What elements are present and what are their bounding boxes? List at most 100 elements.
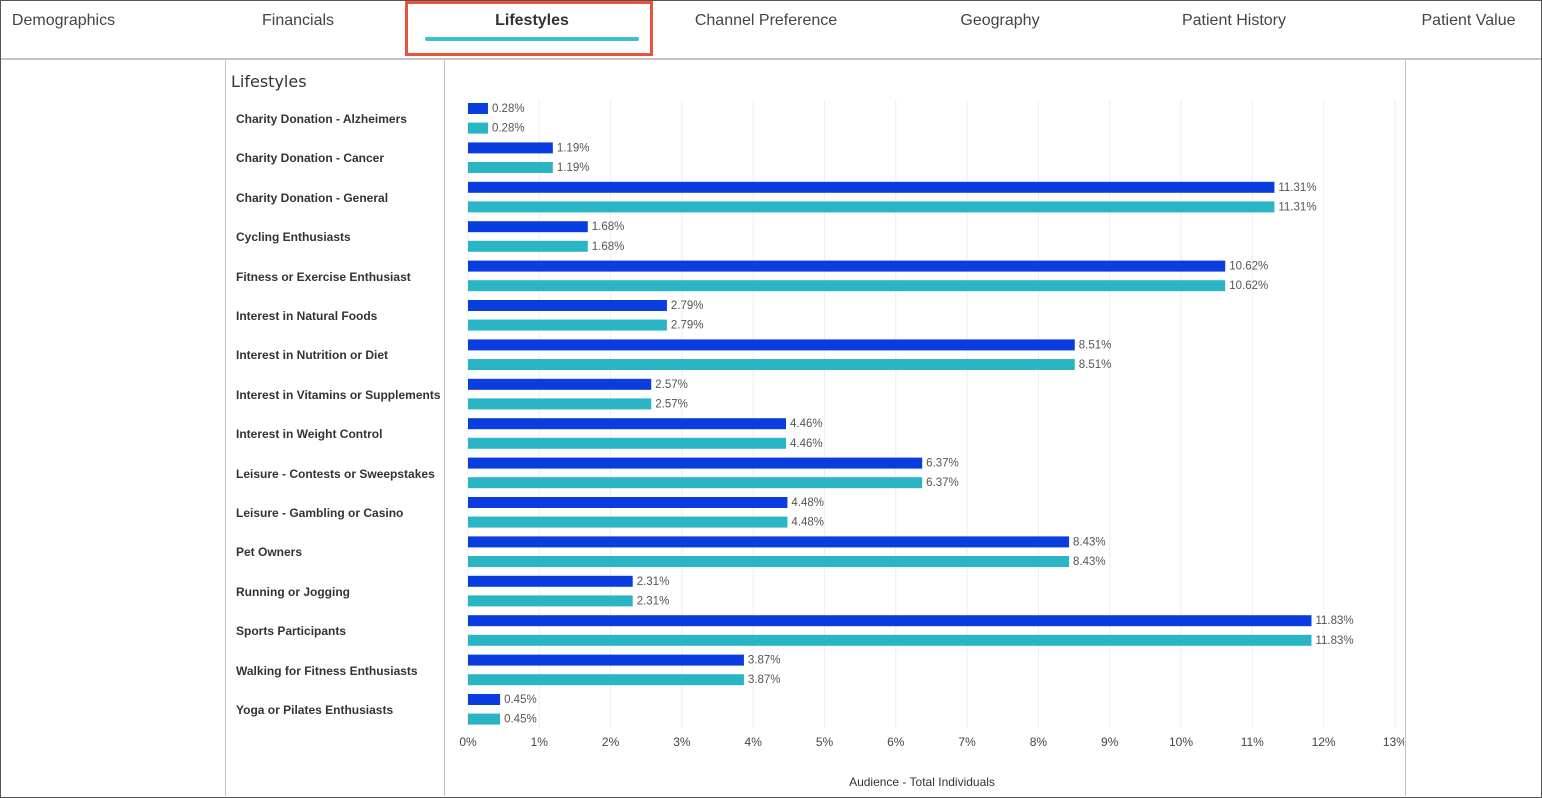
x-tick-label: 9% (1101, 735, 1119, 749)
chart-bars: 0.28% 0.28% 1.19% 1.19% 11.31% 11.31% 1.68% 1.6… (468, 103, 1354, 726)
right-divider (1405, 60, 1406, 796)
category-label: Sports Participants (236, 624, 347, 639)
bar-value-label: 1.68% (592, 241, 625, 253)
x-tick-label: 6% (887, 735, 905, 749)
bar-value-label: 1.68% (592, 221, 625, 233)
bar-series-b[interactable] (468, 477, 923, 489)
tab-patient-value[interactable]: Patient Value (1401, 1, 1536, 58)
x-tick-label: 0% (459, 735, 477, 749)
tab-label: Lifestyles (495, 12, 569, 29)
section-title: Lifestyles (231, 72, 307, 91)
bar-series-a[interactable] (468, 181, 1275, 193)
bar-series-b[interactable] (468, 359, 1075, 370)
bar-value-label: 8.43% (1073, 556, 1106, 568)
category-label: Interest in Weight Control (236, 427, 383, 442)
bar-series-a[interactable] (468, 260, 1226, 272)
bar-series-a[interactable] (468, 418, 786, 430)
bar-value-label: 11.83% (1315, 635, 1353, 647)
tab-label: Geography (960, 12, 1040, 29)
bar-series-a[interactable] (468, 654, 744, 666)
bar-value-label: 0.45% (504, 694, 537, 706)
x-tick-label: 7% (958, 735, 976, 749)
bar-series-a[interactable] (468, 339, 1075, 351)
bar-value-label: 10.62% (1229, 261, 1268, 273)
bar-series-a[interactable] (468, 536, 1070, 548)
bar-series-b[interactable] (468, 674, 744, 686)
tab-patient-history[interactable]: Patient History (1117, 1, 1351, 58)
bar-series-b[interactable] (468, 398, 652, 410)
tab-channel-preference[interactable]: Channel Preference (649, 1, 883, 58)
x-tick-label: 12% (1312, 735, 1336, 749)
bar-series-b[interactable] (468, 437, 786, 449)
bar-value-label: 2.57% (655, 379, 688, 391)
bar-series-a[interactable] (468, 300, 667, 311)
bar-series-b[interactable] (468, 319, 667, 331)
category-label: Interest in Vitamins or Supplements (236, 387, 441, 402)
category-label-pane: Lifestyles Charity Donation - Alzheimers… (225, 60, 445, 796)
bar-series-a[interactable] (468, 378, 652, 390)
bar-value-label: 4.48% (791, 517, 824, 529)
tab-bar: Demographics Financials Lifestyles Chann… (1, 1, 1541, 60)
tab-financials[interactable]: Financials (181, 1, 415, 58)
category-label: Yoga or Pilates Enthusiasts (236, 703, 394, 717)
bar-series-a[interactable] (468, 221, 588, 233)
bar-chart: 0.28% 0.28% 1.19% 1.19% 11.31% 11.31% 1.68% 1.6… (459, 100, 1404, 789)
bar-value-label: 2.57% (655, 398, 688, 410)
bar-value-label: 10.62% (1229, 280, 1268, 292)
x-tick-label: 3% (673, 735, 691, 749)
bar-series-b[interactable] (468, 516, 788, 528)
bar-value-label: 4.48% (791, 497, 824, 509)
bar-value-label: 6.37% (926, 477, 959, 489)
category-label: Charity Donation - Alzheimers (236, 112, 407, 126)
bar-series-a[interactable] (468, 103, 488, 114)
bar-value-label: 4.46% (790, 418, 823, 430)
bar-value-label: 2.31% (637, 595, 670, 607)
tab-label: Patient Value (1421, 12, 1516, 29)
bar-value-label: 0.28% (492, 103, 525, 115)
bar-value-label: 3.87% (748, 655, 781, 667)
x-axis-label: Audience - Total Individuals (849, 775, 995, 789)
bar-series-a[interactable] (468, 142, 553, 154)
tab-demographics[interactable]: Demographics (1, 1, 126, 58)
tab-label: Patient History (1181, 12, 1287, 29)
bar-series-a[interactable] (468, 694, 501, 705)
category-label: Walking for Fitness Enthusiasts (236, 663, 418, 678)
bar-series-b[interactable] (468, 122, 488, 134)
bar-value-label: 8.43% (1073, 536, 1106, 548)
bar-value-label: 11.83% (1315, 615, 1353, 627)
bar-series-b[interactable] (468, 713, 501, 725)
x-axis-ticks: 0% 1% 2% 3% 4% 5% 6% 7% 8% 9% 10% 11% 12% 13% (459, 735, 1404, 749)
tab-label: Demographics (11, 12, 116, 29)
x-tick-label: 2% (602, 735, 620, 749)
x-tick-label: 5% (816, 735, 834, 749)
bar-series-b[interactable] (468, 280, 1226, 292)
bar-series-b[interactable] (468, 240, 588, 252)
chart-grid (467, 100, 1396, 728)
bar-series-b[interactable] (468, 556, 1070, 567)
tab-geography[interactable]: Geography (883, 1, 1117, 58)
x-tick-label: 8% (1030, 735, 1048, 749)
bar-series-a[interactable] (468, 615, 1312, 627)
tab-label: Financials (261, 12, 335, 29)
x-tick-label: 10% (1169, 735, 1193, 749)
category-label: Interest in Natural Foods (236, 309, 378, 323)
bar-value-label: 0.45% (504, 714, 537, 726)
bar-series-a[interactable] (468, 457, 923, 469)
active-tab-underline (425, 37, 639, 41)
bar-value-label: 2.79% (671, 320, 704, 332)
tab-lifestyles[interactable]: Lifestyles (415, 1, 649, 58)
bar-series-b[interactable] (468, 201, 1275, 213)
bar-value-label: 2.31% (637, 576, 670, 588)
bar-value-label: 8.51% (1079, 359, 1112, 371)
x-tick-label: 13% (1383, 735, 1404, 749)
bar-series-b[interactable] (468, 595, 633, 607)
bar-value-label: 1.19% (557, 142, 590, 154)
category-label: Running or Jogging (236, 584, 350, 599)
category-label: Charity Donation - General (236, 190, 389, 205)
bar-series-b[interactable] (468, 162, 553, 173)
bar-series-a[interactable] (468, 497, 788, 508)
bar-series-a[interactable] (468, 575, 633, 587)
bar-value-label: 6.37% (926, 458, 959, 470)
category-label: Pet Owners (236, 545, 303, 560)
bar-series-b[interactable] (468, 634, 1312, 646)
